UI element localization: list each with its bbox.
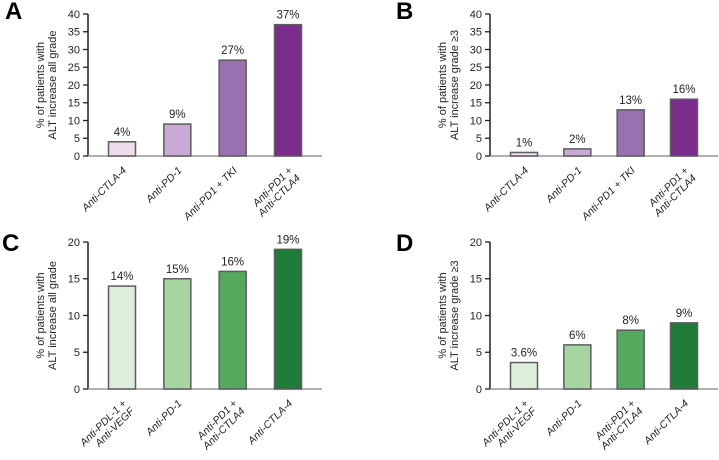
panel-b-letter: B <box>396 0 414 25</box>
bar <box>163 278 192 390</box>
bar <box>509 151 539 157</box>
y-tick-label: 0 <box>74 384 80 396</box>
y-tick-label: 5 <box>476 347 482 359</box>
y-tick-label: 0 <box>74 151 80 163</box>
bar <box>616 329 645 390</box>
panel-c: C 0 5 10 15 20 % of patients withALT increase… <box>0 230 360 460</box>
bar <box>616 109 645 157</box>
bar-value-label: 16% <box>672 84 695 96</box>
bar-value-label: 1% <box>516 137 533 149</box>
x-category-label: Anti-PD1 +Anti-CTLA4 <box>192 398 247 453</box>
y-tick-label: 5 <box>476 133 482 145</box>
bar <box>218 270 247 390</box>
x-category-label: Anti-PD-1 <box>543 398 584 439</box>
bar-value-label: 8% <box>622 315 639 327</box>
chart-D: 0 5 10 15 20 % of patients withALT increase g… <box>437 237 718 457</box>
x-category-label: Anti-CTLA-4 <box>641 398 691 448</box>
panel-a-letter: A <box>5 0 23 25</box>
bar <box>273 248 303 390</box>
chart-B: 0 5 10 15 20 25 30 35 40 % of patients withALT in… <box>437 9 718 224</box>
bar <box>107 141 137 157</box>
chart-A: 0 5 10 15 20 25 30 35 40 % of patients withALT in… <box>35 9 322 224</box>
x-category-label: Anti-PD1 +Anti-CTLA4 <box>644 165 699 220</box>
bar-value-label: 19% <box>276 234 299 246</box>
y-tick-label: 15 <box>68 274 80 286</box>
y-tick-label: 5 <box>74 133 80 145</box>
bar <box>218 59 247 157</box>
y-tick-label: 5 <box>74 347 80 359</box>
bar <box>273 23 303 157</box>
bar-value-label: 6% <box>569 330 586 342</box>
bar-value-label: 9% <box>169 109 186 121</box>
y-axis-label: % of patients withALT increase grade ≥3 <box>437 260 461 370</box>
panel-a: A 0 5 10 15 20 25 30 35 40 % of patients withALT … <box>0 0 360 230</box>
bar-value-label: 14% <box>110 271 133 283</box>
x-category-label: Anti-CTLA-4 <box>79 165 129 215</box>
x-category-label: Anti-PD1 + TKI <box>579 165 638 224</box>
bar-value-label: 13% <box>619 95 642 107</box>
y-axis-label: % of patients withALT increase all grade <box>35 261 59 370</box>
x-category-label: Anti-PD-1 <box>143 398 184 439</box>
bar <box>107 285 137 390</box>
bar <box>163 123 192 157</box>
x-category-label: Anti-CTLA-4 <box>245 398 295 448</box>
x-category-label: Anti-PD-1 <box>143 165 184 206</box>
x-category-label: Anti-PD-1 <box>543 165 584 206</box>
bar <box>509 361 539 390</box>
panel-b: B 0 5 10 15 20 25 30 35 40 % of patients withALT … <box>360 0 719 230</box>
y-tick-label: 40 <box>68 9 80 21</box>
y-tick-label: 40 <box>470 9 482 21</box>
y-tick-label: 25 <box>68 62 80 74</box>
x-category-label: Anti-PDL-1 +Anti-VEGF <box>77 397 137 457</box>
y-tick-label: 35 <box>470 27 482 39</box>
bar-value-label: 27% <box>221 45 244 57</box>
y-tick-label: 0 <box>476 384 482 396</box>
x-category-label: Anti-PD1 +Anti-CTLA4 <box>248 165 303 220</box>
y-tick-label: 20 <box>68 237 80 249</box>
panel-d: D 0 5 10 15 20 % of patients withALT increase… <box>360 230 719 460</box>
y-tick-label: 35 <box>68 27 80 39</box>
y-tick-label: 15 <box>68 98 80 110</box>
bar-value-label: 4% <box>114 127 131 139</box>
bar-value-label: 2% <box>569 134 586 146</box>
x-category-label: Anti-PD1 + TKI <box>181 165 240 224</box>
x-category-label: Anti-CTLA-4 <box>481 165 531 215</box>
y-tick-label: 0 <box>476 151 482 163</box>
y-tick-label: 20 <box>470 80 482 92</box>
y-axis-label: % of patients withALT increase all grade <box>35 30 59 139</box>
y-tick-label: 10 <box>470 310 482 322</box>
x-category-label: Anti-PDL-1 +Anti-VEGF <box>479 397 539 457</box>
y-axis-label: % of patients withALT increase grade ≥3 <box>437 30 461 140</box>
panel-c-letter: C <box>2 230 20 257</box>
y-tick-label: 10 <box>470 115 482 127</box>
chart-C: 0 5 10 15 20 % of patients withALT increase a… <box>35 234 322 457</box>
y-tick-label: 30 <box>470 44 482 56</box>
bar-value-label: 16% <box>221 256 244 268</box>
panel-d-letter: D <box>396 230 414 257</box>
y-tick-label: 25 <box>470 62 482 74</box>
bar <box>669 322 699 390</box>
bar-value-label: 15% <box>166 264 189 276</box>
bar-value-label: 3.6% <box>511 348 537 360</box>
y-tick-label: 10 <box>68 115 80 127</box>
bar <box>563 148 592 157</box>
bar-value-label: 9% <box>676 308 693 320</box>
bar-value-label: 37% <box>276 10 299 22</box>
y-tick-label: 30 <box>68 44 80 56</box>
bar <box>669 98 699 157</box>
y-tick-label: 15 <box>470 274 482 286</box>
y-tick-label: 20 <box>470 237 482 249</box>
x-category-label: Anti-PD1 +Anti-CTLA4 <box>590 398 645 453</box>
y-tick-label: 15 <box>470 98 482 110</box>
bar <box>563 344 592 390</box>
y-tick-label: 20 <box>68 80 80 92</box>
y-tick-label: 10 <box>68 310 80 322</box>
